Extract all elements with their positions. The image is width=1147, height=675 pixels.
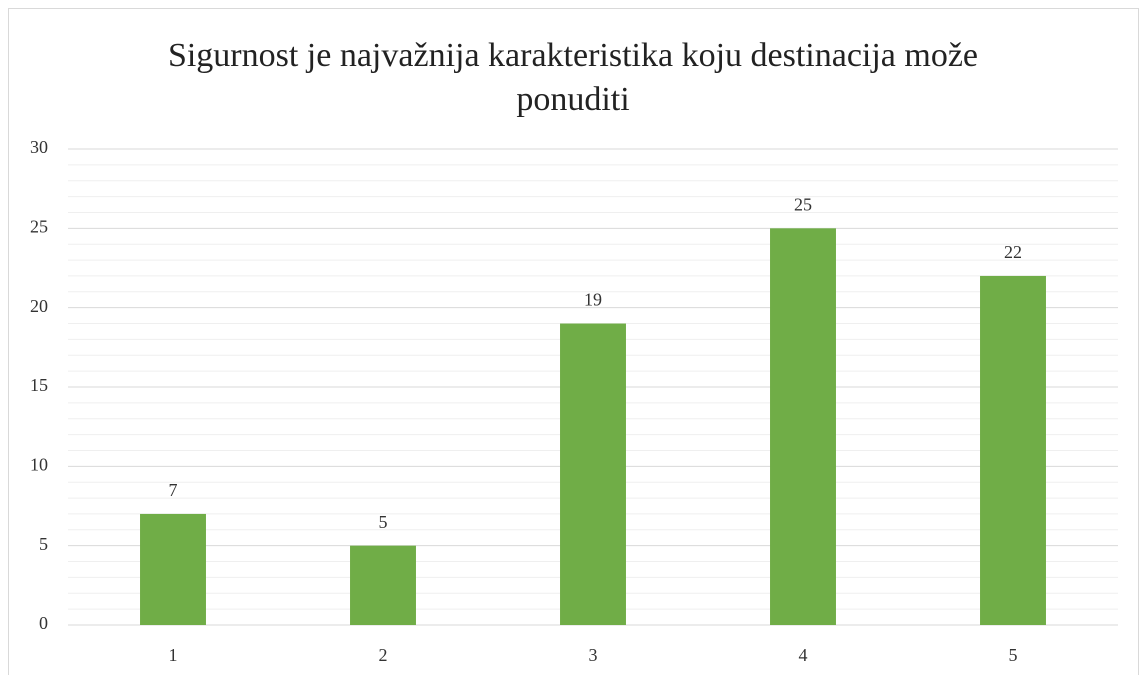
y-tick-label: 5 (39, 534, 48, 554)
x-tick-label: 5 (1009, 645, 1018, 665)
x-tick-label: 4 (799, 645, 808, 665)
y-tick-label: 30 (30, 137, 48, 157)
y-tick-label: 25 (30, 216, 48, 236)
data-label: 25 (794, 194, 812, 214)
data-label: 19 (584, 290, 602, 310)
x-tick-label: 1 (169, 645, 178, 665)
bar (980, 275, 1046, 625)
data-label: 7 (169, 480, 178, 500)
y-tick-label: 0 (39, 613, 48, 633)
bar (770, 228, 836, 626)
x-tick-label: 2 (379, 645, 388, 665)
data-label: 22 (1004, 242, 1022, 262)
x-tick-label: 3 (589, 645, 598, 665)
y-tick-label: 10 (30, 454, 48, 474)
y-tick-label: 15 (30, 375, 48, 395)
chart-title: Sigurnost je najvažnija karakteristika k… (167, 37, 979, 118)
bar (350, 545, 416, 625)
chart-border (8, 8, 1139, 675)
bar (560, 323, 626, 625)
data-label: 5 (379, 512, 388, 532)
bar (140, 513, 206, 625)
y-tick-label: 20 (30, 296, 48, 316)
